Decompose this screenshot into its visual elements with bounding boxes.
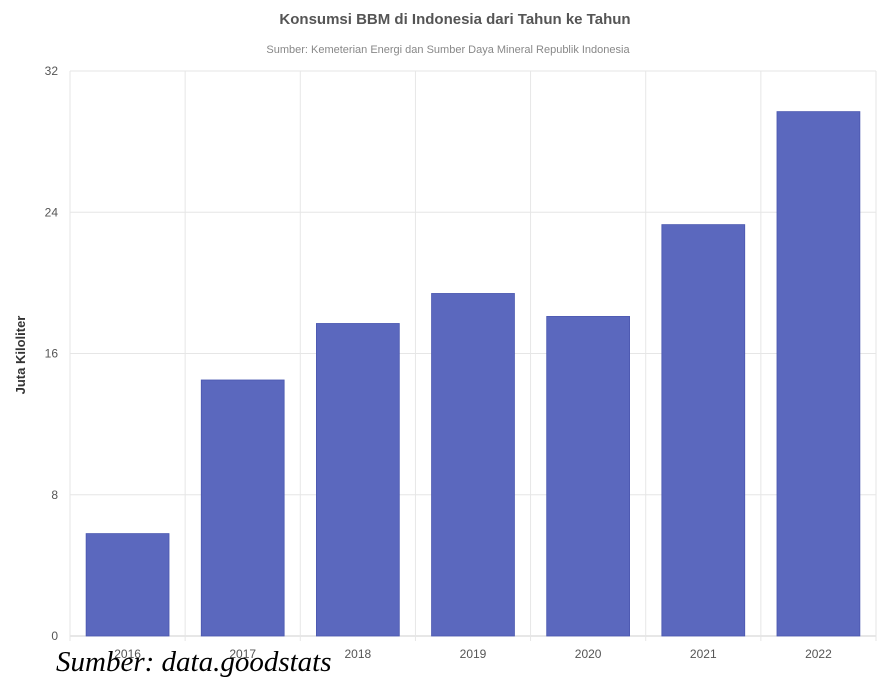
chart-subtitle: Sumber: Kemeterian Energi dan Sumber Day… bbox=[266, 44, 630, 56]
source-note: Sumber: data.goodstats bbox=[56, 646, 332, 678]
x-tick-label: 2016 bbox=[114, 647, 141, 661]
y-tick-label: 8 bbox=[51, 488, 58, 502]
x-tick-label: 2018 bbox=[345, 647, 372, 661]
bars bbox=[85, 111, 861, 637]
y-tick-label: 32 bbox=[45, 64, 59, 78]
bar-2020[interactable] bbox=[546, 316, 630, 637]
chart-title: Konsumsi BBM di Indonesia dari Tahun ke … bbox=[279, 11, 630, 28]
bar-2017[interactable] bbox=[200, 379, 285, 637]
y-tick-label: 24 bbox=[45, 205, 59, 219]
y-tick-label: 0 bbox=[51, 629, 58, 643]
x-tick-label: 2021 bbox=[690, 647, 717, 661]
x-tick-label: 2019 bbox=[460, 647, 487, 661]
y-axis-label: Juta Kiloliter bbox=[13, 316, 28, 395]
x-tick-label: 2020 bbox=[575, 647, 602, 661]
y-tick-labels: 0 8 16 24 32 bbox=[45, 64, 59, 643]
x-tick-label: 2022 bbox=[805, 647, 832, 661]
bar-2021[interactable] bbox=[661, 224, 746, 637]
y-tick-label: 16 bbox=[45, 347, 59, 361]
bar-2019[interactable] bbox=[431, 293, 515, 637]
x-tick-label: 2017 bbox=[229, 647, 256, 661]
bar-2018[interactable] bbox=[316, 323, 400, 637]
bar-2016[interactable] bbox=[85, 533, 170, 637]
bar-2022[interactable] bbox=[776, 111, 861, 637]
x-tick-labels: 2016 2017 2018 2019 2020 2021 2022 bbox=[114, 647, 832, 661]
